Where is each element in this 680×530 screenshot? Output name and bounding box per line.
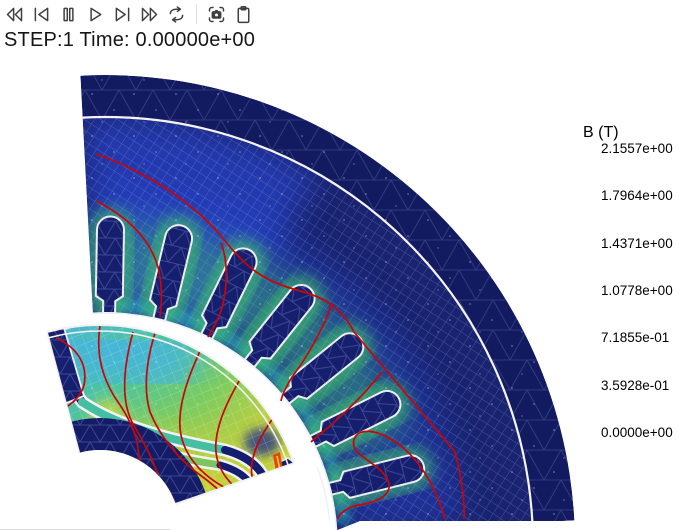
air-gap-wedge xyxy=(170,463,336,530)
camera-capture-icon xyxy=(208,6,225,22)
playback-toolbar xyxy=(2,2,256,26)
toolbar-separator xyxy=(196,4,197,24)
skip-to-first-icon xyxy=(34,7,49,21)
clipboard-button[interactable] xyxy=(231,2,256,26)
fast-forward-button[interactable] xyxy=(137,2,162,26)
rotor-boundary xyxy=(46,324,295,505)
stator-bore-arc xyxy=(92,312,338,530)
clipboard-icon xyxy=(237,5,250,23)
stator-outer-boundary-arc xyxy=(82,115,534,523)
skip-to-last-icon xyxy=(115,7,130,21)
skip-to-first-button[interactable] xyxy=(29,2,54,26)
pause-button[interactable] xyxy=(56,2,81,26)
fast-forward-icon xyxy=(141,7,158,21)
fast-backward-button[interactable] xyxy=(2,2,27,26)
pause-icon xyxy=(63,7,74,21)
repeat-button[interactable] xyxy=(164,2,189,26)
capture-image-button[interactable] xyxy=(204,2,229,26)
play-icon xyxy=(90,7,102,21)
play-button[interactable] xyxy=(83,2,108,26)
step-time-label: STEP:1 Time: 0.00000e+00 xyxy=(4,29,256,51)
skip-to-last-button[interactable] xyxy=(110,2,135,26)
flux-lines-stator xyxy=(95,153,466,520)
magnet-upper-right xyxy=(221,446,266,478)
repeat-icon xyxy=(169,5,184,23)
fast-backward-icon xyxy=(6,7,23,21)
model-bottom-cut xyxy=(337,521,680,530)
